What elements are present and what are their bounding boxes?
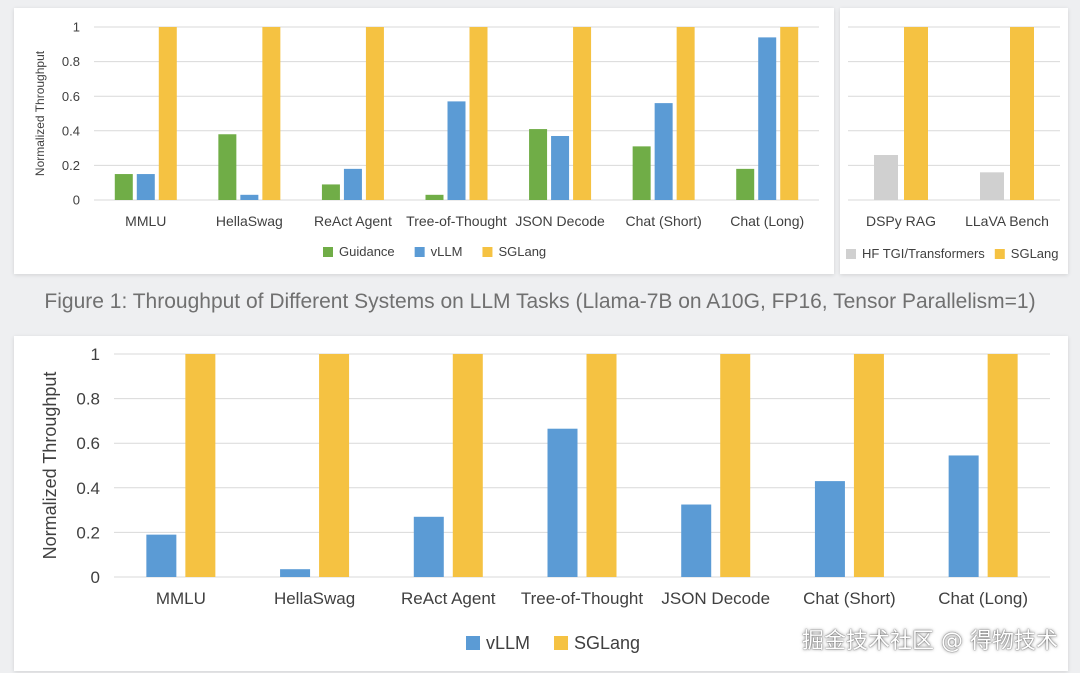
bar-sglang — [365, 27, 384, 200]
legend-label: vLLM — [431, 244, 463, 259]
chart-1-svg: 0 0.2 0.4 0.6 0.8 1 Normalized Throughput MMLU H… — [33, 20, 819, 259]
y-axis-title: Normalized Throughput — [33, 50, 47, 176]
y-tick-label: 0 — [91, 568, 100, 587]
bar-sglang — [469, 27, 488, 200]
x-tick-label: HellaSwag — [216, 213, 283, 229]
bar-vllm — [343, 168, 362, 200]
bar-sglang — [780, 27, 799, 200]
legend-label: SGLang — [498, 244, 546, 259]
y-tick-label: 1 — [73, 20, 80, 35]
y-tick-label: 0.8 — [76, 390, 100, 409]
bar-vllm — [146, 534, 177, 577]
legend-label: vLLM — [486, 633, 530, 653]
legend-swatch-sglang — [482, 247, 493, 257]
bar-vllm — [240, 194, 259, 200]
bar-vllm — [654, 103, 673, 200]
y-tick-label: 0.2 — [76, 523, 100, 542]
y-axis-title: Normalized Throughput — [40, 372, 60, 560]
bar-sglang — [185, 354, 216, 577]
y-tick-label: 0.8 — [62, 54, 80, 69]
x-tick-label: ReAct Agent — [401, 589, 496, 608]
x-tick-label: Chat (Long) — [730, 213, 804, 229]
y-tick-label: 0.2 — [62, 158, 80, 173]
y-tick-label: 1 — [91, 345, 100, 364]
bar-vllm — [551, 135, 570, 200]
x-tick-label: Tree-of-Thought — [406, 213, 507, 229]
x-tick-label: Chat (Short) — [803, 589, 896, 608]
y-tick-label: 0.4 — [62, 123, 80, 138]
bar-guidance — [632, 146, 651, 200]
bar-vllm — [413, 516, 444, 577]
figure-caption: Figure 1: Throughput of Different System… — [44, 290, 1036, 313]
bar-vllm — [280, 569, 311, 577]
x-tick-label: MMLU — [156, 589, 206, 608]
bar-sglang — [1010, 27, 1034, 200]
bar-sglang — [720, 354, 751, 577]
bar-hf-tgi-transformers — [980, 172, 1004, 200]
bar-guidance — [321, 184, 340, 200]
bar-vllm — [136, 174, 155, 200]
legend-swatch-sglang — [554, 636, 569, 650]
x-tick-label: JSON Decode — [515, 213, 605, 229]
bar-sglang — [586, 354, 617, 577]
bar-vllm — [948, 455, 979, 577]
bar-guidance — [114, 174, 133, 200]
bar-sglang — [676, 27, 695, 200]
legend-label: HF TGI/Transformers — [862, 246, 985, 261]
chart-3-svg: 0 0.2 0.4 0.6 0.8 1 Normalized Throughput MMLU H… — [40, 345, 1050, 653]
bar-sglang — [573, 27, 592, 200]
x-tick-label: JSON Decode — [661, 589, 770, 608]
bar-vllm — [547, 428, 578, 577]
bar-sglang — [158, 27, 177, 200]
bar-sglang — [452, 354, 483, 577]
y-tick-label: 0 — [73, 193, 80, 208]
bar-sglang — [853, 354, 884, 577]
x-tick-label: HellaSwag — [274, 589, 355, 608]
bar-vllm — [814, 481, 845, 577]
bar-sglang — [319, 354, 350, 577]
bar-vllm — [447, 101, 466, 200]
y-tick-label: 0.4 — [76, 479, 100, 498]
bar-vllm — [681, 504, 712, 577]
legend-swatch-sglang — [994, 249, 1005, 259]
watermark: 掘金技术社区 @ 得物技术 — [802, 629, 1058, 654]
legend-label: SGLang — [1011, 246, 1059, 261]
x-tick-label: MMLU — [125, 213, 166, 229]
chart-panel-2: DSPy RAG LLaVA Bench HF TGI/Transformers SG… — [840, 8, 1068, 274]
legend-swatch-vllm — [466, 636, 480, 650]
legend-label: SGLang — [574, 633, 640, 653]
bar-guidance — [736, 168, 755, 200]
legend-swatch-guidance — [323, 247, 333, 257]
bar-sglang — [987, 354, 1018, 577]
bar-sglang — [904, 27, 928, 200]
legend-swatch-hf-tgi-transformers — [846, 249, 856, 259]
x-tick-label: DSPy RAG — [866, 213, 936, 229]
bar-guidance — [529, 129, 548, 200]
bar-hf-tgi-transformers — [874, 155, 898, 200]
x-tick-label: Tree-of-Thought — [521, 589, 643, 608]
bar-guidance — [425, 194, 444, 200]
bar-sglang — [262, 27, 281, 200]
chart-panel-3: 0 0.2 0.4 0.6 0.8 1 Normalized Throughput MMLU H… — [14, 336, 1068, 671]
legend-swatch-vllm — [414, 247, 425, 257]
x-tick-label: LLaVA Bench — [965, 213, 1049, 229]
legend-label: Guidance — [339, 244, 395, 259]
chart-panel-1: 0 0.2 0.4 0.6 0.8 1 Normalized Throughput MMLU H… — [14, 8, 834, 274]
bar-vllm — [758, 37, 777, 200]
y-tick-label: 0.6 — [76, 434, 100, 453]
bar-guidance — [218, 134, 237, 200]
x-tick-label: ReAct Agent — [314, 213, 392, 229]
x-tick-label: Chat (Long) — [938, 589, 1028, 608]
chart-2-svg: DSPy RAG LLaVA Bench HF TGI/Transformers SG… — [846, 26, 1060, 261]
x-tick-label: Chat (Short) — [626, 213, 702, 229]
y-tick-label: 0.6 — [62, 89, 80, 104]
